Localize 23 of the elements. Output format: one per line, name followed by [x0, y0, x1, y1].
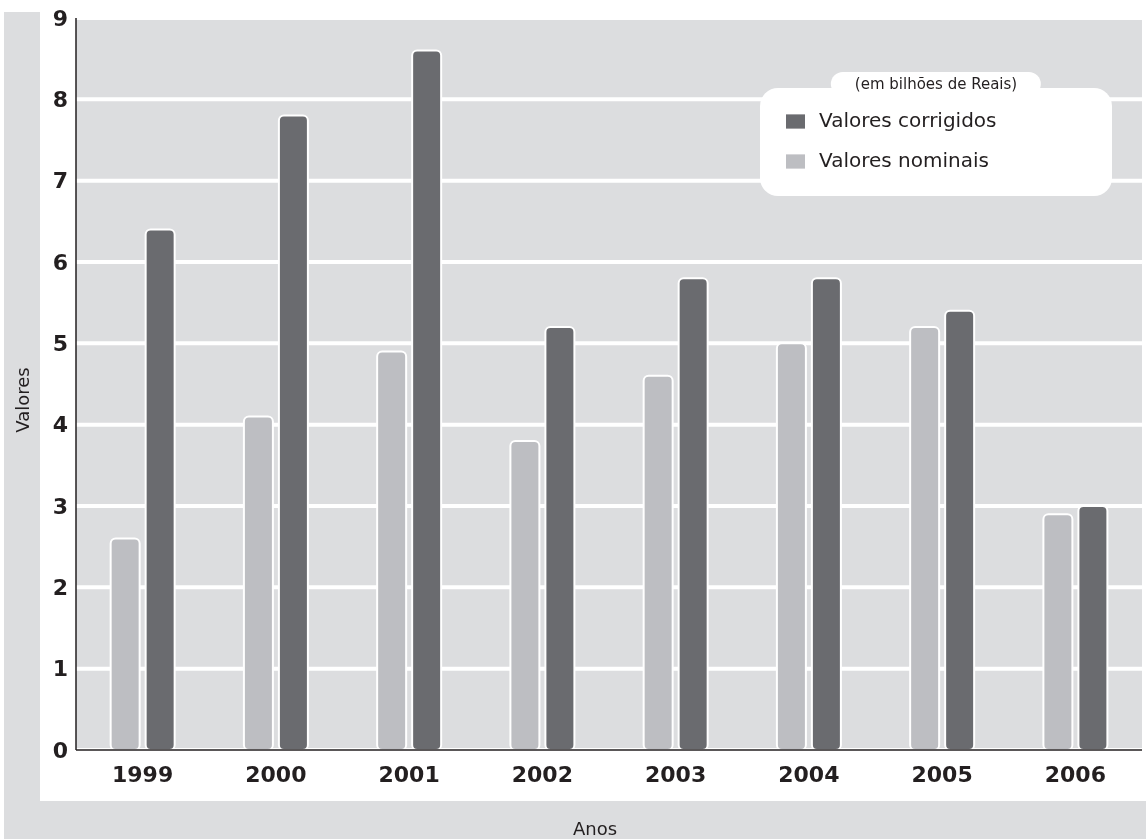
x-tick-label: 2001	[378, 761, 440, 787]
x-tick-label: 2006	[1044, 761, 1106, 787]
y-tick-label: 3	[52, 493, 68, 519]
legend-label: Valores corrigidos	[819, 108, 997, 132]
y-tick-label: 4	[52, 412, 68, 438]
y-tick-label: 6	[52, 249, 68, 275]
x-tick-label: 2000	[245, 761, 307, 787]
x-tick-label: 2004	[778, 761, 840, 787]
x-tick-label: 2002	[511, 761, 573, 787]
x-tick-label: 2005	[911, 761, 973, 787]
y-axis-title: Valores	[11, 367, 33, 433]
x-axis-title: Anos	[572, 817, 618, 839]
legend-title: (em bilhões de Reais)	[830, 72, 1042, 96]
y-tick-label: 2	[52, 575, 68, 601]
y-tick-label: 0	[52, 737, 68, 763]
legend-label: Valores nominais	[819, 148, 989, 172]
y-tick-label: 5	[52, 331, 68, 357]
x-tick-label: 2003	[645, 761, 707, 787]
x-tick-label: 1999	[112, 761, 174, 787]
y-tick-label: 8	[52, 87, 68, 113]
y-tick-label: 9	[52, 5, 68, 31]
y-tick-label: 1	[52, 656, 68, 682]
y-tick-label: 7	[52, 168, 68, 194]
